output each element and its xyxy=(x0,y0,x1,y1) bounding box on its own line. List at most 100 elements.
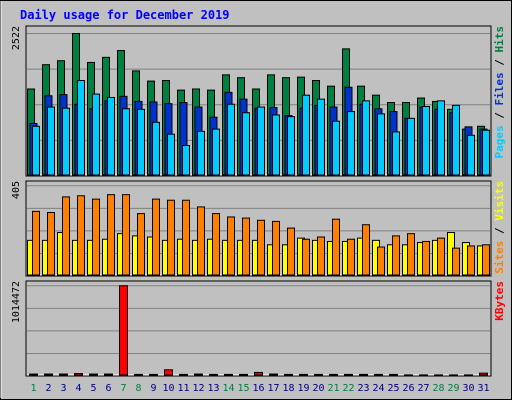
bar-sites-day-6 xyxy=(107,194,115,276)
panel-legend: Sites / Visits xyxy=(493,181,506,274)
bar-pages-day-11 xyxy=(182,144,190,176)
bar-sites-day-22 xyxy=(347,238,355,276)
bar-sites-day-16 xyxy=(257,219,265,276)
bar-kbytes-day-4 xyxy=(74,373,83,376)
x-tick-label: 22 xyxy=(342,383,354,394)
bars-kbytes xyxy=(29,285,488,377)
bar-kbytes-day-19 xyxy=(299,373,308,376)
bar-sites-day-17 xyxy=(272,220,280,276)
bar-sites-day-9 xyxy=(152,198,160,276)
bar-kbytes-day-29 xyxy=(449,374,458,377)
bar-sites-day-15 xyxy=(242,217,250,276)
bar-pages-day-22 xyxy=(347,111,355,176)
bar-pages-day-25 xyxy=(392,131,400,176)
x-tick-label: 11 xyxy=(177,383,189,394)
legend-entry: Hits xyxy=(493,26,506,53)
x-tick-label: 9 xyxy=(150,383,156,394)
x-tick-label: 10 xyxy=(162,383,174,394)
bar-pages-day-15 xyxy=(242,112,250,176)
x-tick-label: 3 xyxy=(60,383,66,394)
bar-kbytes-day-11 xyxy=(179,373,188,376)
bar-kbytes-day-22 xyxy=(344,373,353,376)
bar-pages-day-18 xyxy=(287,116,295,176)
bar-sites-day-12 xyxy=(197,206,205,276)
x-axis-day-labels: 1 2 3 4 5 6 7 8 9 10 11 12 13 14 15 16 17 18 19 20 21 22 23 24 2… xyxy=(30,383,489,394)
bars-visits-sites xyxy=(27,194,490,276)
bar-sites-day-3 xyxy=(62,196,70,276)
bar-pages-day-9 xyxy=(152,121,160,176)
x-tick-label: 17 xyxy=(267,383,279,394)
bar-sites-day-21 xyxy=(332,218,340,276)
bar-pages-day-2 xyxy=(47,106,55,176)
bar-pages-day-6 xyxy=(107,96,115,176)
legend-entry: / xyxy=(493,106,506,126)
bar-kbytes-day-2 xyxy=(44,373,53,376)
bar-sites-day-23 xyxy=(362,224,370,276)
bar-pages-day-26 xyxy=(407,117,415,176)
bar-kbytes-day-10 xyxy=(164,369,173,376)
bar-pages-day-3 xyxy=(62,107,70,176)
bar-sites-day-13 xyxy=(212,213,220,276)
panel-hits-files-pages: 2522 Pages / Files / Hits xyxy=(11,25,506,177)
legend-entry: Pages xyxy=(493,125,506,158)
bar-sites-day-8 xyxy=(137,213,145,276)
bar-sites-day-19 xyxy=(302,238,310,276)
bar-kbytes-day-7 xyxy=(119,285,128,376)
x-tick-label: 26 xyxy=(402,383,414,394)
bar-sites-day-30 xyxy=(467,245,475,276)
bar-kbytes-day-18 xyxy=(284,373,293,376)
chart-panels: 2522 Pages / Files / Hits 405 Sites / Visit… xyxy=(11,25,506,377)
bar-pages-day-13 xyxy=(212,128,220,176)
bar-sites-day-4 xyxy=(77,195,85,276)
x-tick-label: 16 xyxy=(252,383,264,394)
bar-kbytes-day-17 xyxy=(269,373,278,376)
bar-pages-day-7 xyxy=(122,108,130,176)
y-max-label: 1014472 xyxy=(11,281,22,323)
x-tick-label: 7 xyxy=(120,383,126,394)
bar-sites-day-28 xyxy=(437,237,445,276)
bar-pages-day-5 xyxy=(92,93,100,176)
x-tick-label: 15 xyxy=(237,383,249,394)
legend-entry: Sites xyxy=(493,241,506,274)
x-tick-label: 25 xyxy=(387,383,399,394)
bar-pages-day-14 xyxy=(227,103,235,176)
bar-pages-day-28 xyxy=(437,100,445,176)
x-tick-label: 24 xyxy=(372,383,384,394)
bar-sites-day-10 xyxy=(167,199,175,276)
bar-pages-day-27 xyxy=(422,106,430,176)
bar-pages-day-29 xyxy=(452,104,460,176)
bar-pages-day-8 xyxy=(137,108,145,176)
x-tick-label: 13 xyxy=(207,383,219,394)
bar-sites-day-25 xyxy=(392,235,400,276)
bar-pages-day-1 xyxy=(32,125,40,176)
x-tick-label: 19 xyxy=(297,383,309,394)
legend-entry: Files xyxy=(493,72,506,105)
legend-entry: / xyxy=(493,53,506,73)
bar-kbytes-day-27 xyxy=(419,374,428,377)
bar-sites-day-5 xyxy=(92,198,100,276)
x-tick-label: 29 xyxy=(447,383,459,394)
bar-kbytes-day-15 xyxy=(239,373,248,376)
x-tick-label: 18 xyxy=(282,383,294,394)
bar-sites-day-14 xyxy=(227,216,235,276)
x-tick-label: 5 xyxy=(90,383,96,394)
x-tick-label: 14 xyxy=(222,383,234,394)
bar-kbytes-day-21 xyxy=(329,373,338,376)
bar-pages-day-30 xyxy=(467,134,475,176)
y-max-label: 405 xyxy=(11,181,22,199)
x-tick-label: 1 xyxy=(30,383,36,394)
bar-kbytes-day-20 xyxy=(314,373,323,376)
x-tick-label: 4 xyxy=(75,383,81,394)
bar-kbytes-day-26 xyxy=(404,374,413,377)
legend-entry: Visits xyxy=(493,181,506,221)
panel-legend: KBytes xyxy=(493,281,506,321)
bar-pages-day-4 xyxy=(77,80,85,176)
x-tick-label: 28 xyxy=(432,383,444,394)
bar-kbytes-day-6 xyxy=(104,373,113,376)
bar-sites-day-29 xyxy=(452,247,460,276)
bar-kbytes-day-14 xyxy=(224,373,233,376)
bars-hits-files-pages xyxy=(27,33,490,176)
bar-pages-day-31 xyxy=(482,129,490,176)
y-max-label: 2522 xyxy=(11,26,22,50)
